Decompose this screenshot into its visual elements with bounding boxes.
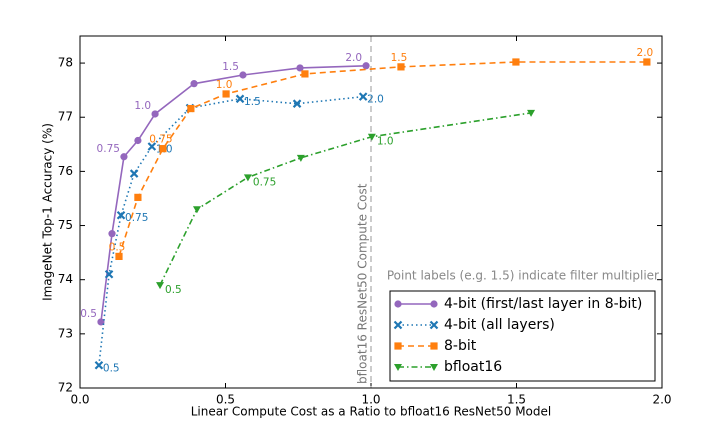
marker: [108, 230, 116, 238]
point-label: 1.5: [244, 96, 261, 108]
marker: [301, 70, 309, 78]
point-label: 1.5: [222, 61, 239, 73]
marker: [192, 206, 201, 214]
point-label: 2.0: [367, 94, 384, 106]
series-line: [98, 95, 364, 366]
marker: [429, 320, 439, 330]
point-label: 0.5: [103, 362, 120, 374]
marker: [222, 90, 230, 98]
marker: [159, 145, 167, 153]
marker: [394, 300, 402, 308]
marker: [367, 133, 376, 141]
point-label: 0.75: [125, 212, 148, 224]
y-tick-label: 78: [58, 56, 73, 70]
y-tick-label: 74: [58, 272, 73, 286]
reference-label: bfloat16 ResNet50 Compute Cost: [356, 183, 370, 384]
x-tick-label: 2.0: [652, 393, 671, 407]
marker: [296, 154, 305, 162]
marker: [104, 269, 114, 279]
x-tick-label: 1.5: [507, 393, 526, 407]
marker: [115, 252, 123, 261]
legend: 4-bit (first/last layer in 8-bit) 4-bit (…: [389, 290, 656, 382]
marker: [151, 110, 159, 118]
marker: [393, 320, 403, 330]
marker: [358, 92, 368, 101]
marker: [296, 64, 304, 72]
y-tick-label: 77: [58, 110, 73, 124]
marker: [134, 136, 142, 145]
point-label: 1.0: [134, 100, 151, 112]
marker: [147, 142, 157, 151]
marker: [235, 94, 245, 104]
x-axis-label: Linear Compute Cost as a Ratio to bfloat…: [191, 405, 551, 419]
marker: [512, 58, 520, 66]
point-label: 0.5: [80, 308, 97, 320]
marker: [187, 104, 195, 113]
y-tick-label: 76: [58, 164, 73, 178]
marker: [430, 342, 438, 350]
annotation: Point labels (e.g. 1.5) indicate filter …: [387, 269, 659, 283]
x-tick-label: 0.0: [70, 393, 89, 407]
marker: [94, 360, 104, 370]
point-label: 2.0: [637, 47, 654, 59]
y-axis-label: ImageNet Top-1 Accuracy (%): [41, 123, 55, 301]
marker: [643, 58, 651, 66]
marker: [129, 169, 139, 178]
marker: [394, 364, 402, 371]
marker: [239, 71, 247, 79]
marker: [116, 210, 126, 220]
point-label: 1.0: [377, 136, 394, 148]
marker: [362, 62, 370, 70]
plot-frame: [79, 35, 663, 389]
point-label: 0.75: [97, 143, 120, 155]
series-line: [159, 112, 532, 286]
y-tick-label: 72: [58, 381, 73, 395]
legend-label: 4-bit (all layers): [444, 317, 555, 333]
marker: [243, 174, 252, 182]
marker: [134, 193, 142, 201]
legend-label: bfloat16: [444, 359, 502, 375]
marker: [120, 153, 128, 161]
marker: [397, 63, 405, 71]
marker: [190, 80, 198, 88]
marker: [156, 282, 165, 290]
y-tick-label: 73: [58, 326, 73, 340]
point-label: 0.5: [165, 284, 182, 296]
point-label: 0.75: [149, 134, 172, 146]
point-label: 0.5: [109, 241, 126, 253]
marker: [292, 99, 302, 108]
series-line: [118, 61, 647, 257]
marker: [430, 364, 438, 371]
marker: [394, 342, 402, 350]
point-label: 0.75: [253, 176, 276, 188]
marker: [97, 318, 105, 326]
legend-label: 8-bit: [444, 338, 477, 354]
x-tick-label: 0.5: [216, 393, 235, 407]
marker: [430, 300, 438, 308]
point-label: 2.0: [345, 52, 362, 64]
point-label: 1.0: [216, 79, 233, 91]
x-tick-label: 1.0: [361, 393, 380, 407]
point-label: 1.5: [391, 52, 408, 64]
marker: [527, 109, 536, 117]
y-tick-label: 75: [58, 218, 73, 232]
legend-label: 4-bit (first/last layer in 8-bit): [444, 296, 642, 312]
